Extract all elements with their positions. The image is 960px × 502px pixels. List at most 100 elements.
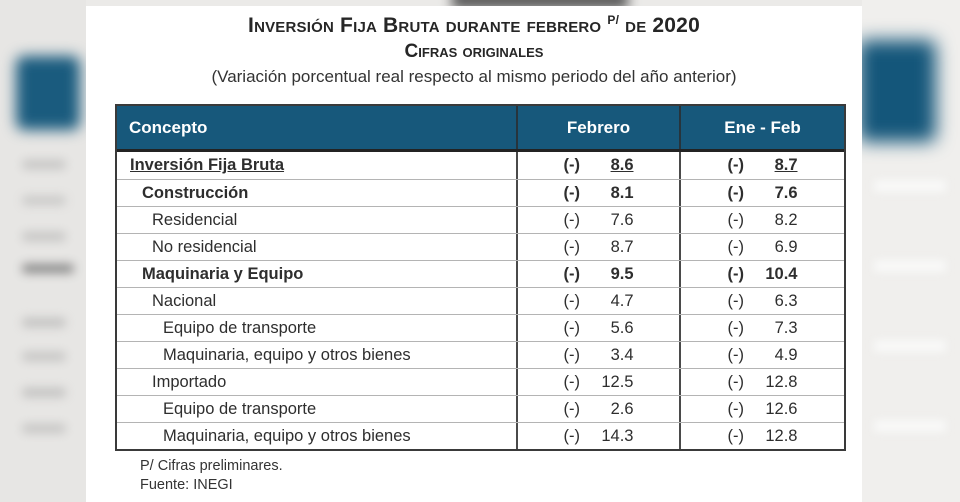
- document-card: Inversión Fija Bruta durante febrero P/ …: [86, 6, 862, 502]
- blurred-header-box-left: [16, 56, 80, 130]
- row-label-cell: Equipo de transporte: [117, 396, 516, 422]
- table-row: Maquinaria, equipo y otros bienes (-) 14.3…: [117, 422, 844, 449]
- negative-sign: (-): [563, 345, 580, 364]
- row-label-cell: Residencial: [117, 207, 516, 233]
- negative-sign: (-): [727, 426, 744, 445]
- row-label-cell: Maquinaria, equipo y otros bienes: [117, 342, 516, 368]
- footnotes: P/ Cifras preliminares. Fuente: INEGI: [140, 457, 283, 495]
- blurred-text-smudge: [22, 424, 66, 433]
- table-row: Importado (-) 12.5 (-) 12.8: [117, 368, 844, 395]
- febrero-value-cell: (-) 9.5: [516, 261, 679, 287]
- negative-sign: (-): [727, 291, 744, 310]
- febrero-value-cell: (-) 2.6: [516, 396, 679, 422]
- ene-feb-value: 12.6: [765, 399, 798, 418]
- negative-sign: (-): [563, 237, 580, 256]
- blurred-text-smudge: [22, 264, 74, 273]
- row-label: Inversión Fija Bruta: [130, 156, 285, 174]
- row-label-cell: Maquinaria y Equipo: [117, 261, 516, 287]
- row-label: Maquinaria y Equipo: [142, 264, 304, 283]
- blurred-header-box-right: [858, 40, 936, 142]
- negative-sign: (-): [563, 210, 580, 229]
- row-label-cell: Maquinaria, equipo y otros bienes: [117, 423, 516, 449]
- febrero-value-cell: (-) 12.5: [516, 369, 679, 395]
- negative-sign: (-): [563, 156, 580, 174]
- page-title: Inversión Fija Bruta durante febrero P/ …: [86, 13, 862, 38]
- ene-feb-value: 10.4: [765, 264, 798, 283]
- column-header-ene-feb: Ene - Feb: [679, 106, 844, 149]
- ene-feb-value-cell: (-) 6.9: [679, 234, 844, 260]
- negative-sign: (-): [727, 318, 744, 337]
- negative-sign: (-): [563, 291, 580, 310]
- febrero-value: 8.7: [610, 237, 634, 256]
- table-row: Equipo de transporte (-) 5.6 (-) 7.3: [117, 314, 844, 341]
- column-header-febrero: Febrero: [516, 106, 679, 149]
- source-note: Fuente: INEGI: [140, 477, 233, 493]
- ene-feb-value: 6.9: [774, 237, 798, 256]
- ene-feb-value: 4.9: [774, 345, 798, 364]
- negative-sign: (-): [727, 210, 744, 229]
- ene-feb-value: 12.8: [765, 426, 798, 445]
- ene-feb-value-cell: (-) 8.7: [679, 152, 844, 179]
- ene-feb-value: 12.8: [765, 372, 798, 391]
- table-row: Inversión Fija Bruta (-) 8.6 (-) 8.7: [117, 152, 844, 179]
- table-row: Equipo de transporte (-) 2.6 (-) 12.6: [117, 395, 844, 422]
- blurred-text-smudge: [22, 318, 66, 327]
- ene-feb-value-cell: (-) 12.8: [679, 423, 844, 449]
- row-label-cell: No residencial: [117, 234, 516, 260]
- ene-feb-value: 7.3: [774, 318, 798, 337]
- row-label-cell: Nacional: [117, 288, 516, 314]
- ene-feb-value-cell: (-) 7.6: [679, 180, 844, 206]
- ene-feb-value-cell: (-) 6.3: [679, 288, 844, 314]
- negative-sign: (-): [727, 345, 744, 364]
- negative-sign: (-): [727, 183, 744, 202]
- febrero-value-cell: (-) 4.7: [516, 288, 679, 314]
- blurred-text-smudge: [22, 196, 66, 205]
- febrero-value: 3.4: [610, 345, 634, 364]
- negative-sign: (-): [727, 399, 744, 418]
- ene-feb-value-cell: (-) 7.3: [679, 315, 844, 341]
- blurred-text-smudge: [22, 388, 66, 397]
- table-row: No residencial (-) 8.7 (-) 6.9: [117, 233, 844, 260]
- preliminary-figures-note: P/ Cifras preliminares.: [140, 458, 283, 474]
- row-label-cell: Importado: [117, 369, 516, 395]
- febrero-value-cell: (-) 5.6: [516, 315, 679, 341]
- data-table: Concepto Febrero Ene - Feb Inversión Fij…: [115, 104, 846, 451]
- row-label-cell: Construcción: [117, 180, 516, 206]
- negative-sign: (-): [563, 372, 580, 391]
- febrero-value: 8.1: [610, 183, 634, 202]
- febrero-value: 8.6: [610, 156, 634, 174]
- ene-feb-value-cell: (-) 12.8: [679, 369, 844, 395]
- ene-feb-value-cell: (-) 12.6: [679, 396, 844, 422]
- row-label-cell: Inversión Fija Bruta: [117, 152, 516, 179]
- table-row: Construcción (-) 8.1 (-) 7.6: [117, 179, 844, 206]
- row-label: Construcción: [142, 183, 249, 202]
- negative-sign: (-): [563, 183, 580, 202]
- title-tail: de 2020: [625, 14, 700, 37]
- negative-sign: (-): [727, 156, 744, 174]
- febrero-value-cell: (-) 8.6: [516, 152, 679, 179]
- febrero-value: 9.5: [610, 264, 634, 283]
- table-body: Inversión Fija Bruta (-) 8.6 (-) 8.7 Construc…: [117, 152, 844, 449]
- row-label: Equipo de transporte: [163, 318, 317, 337]
- column-header-concepto: Concepto: [129, 117, 208, 137]
- negative-sign: (-): [563, 426, 580, 445]
- row-label: Equipo de transporte: [163, 399, 317, 418]
- blurred-row-smudge: [874, 260, 946, 272]
- table-row: Residencial (-) 7.6 (-) 8.2: [117, 206, 844, 233]
- row-label: Nacional: [152, 291, 217, 310]
- table-row: Nacional (-) 4.7 (-) 6.3: [117, 287, 844, 314]
- blurred-row-smudge: [874, 420, 946, 432]
- variation-note: (Variación porcentual real respecto al m…: [211, 67, 737, 86]
- febrero-value: 5.6: [610, 318, 634, 337]
- ene-feb-value: 8.2: [774, 210, 798, 229]
- negative-sign: (-): [727, 372, 744, 391]
- negative-sign: (-): [727, 237, 744, 256]
- febrero-value: 14.3: [601, 426, 634, 445]
- row-label: Residencial: [152, 210, 238, 229]
- title-preliminary-superscript: P/: [607, 13, 620, 27]
- ene-feb-value: 6.3: [774, 291, 798, 310]
- febrero-value-cell: (-) 7.6: [516, 207, 679, 233]
- ene-feb-value: 8.7: [774, 156, 798, 174]
- table-row: Maquinaria, equipo y otros bienes (-) 3.4 (…: [117, 341, 844, 368]
